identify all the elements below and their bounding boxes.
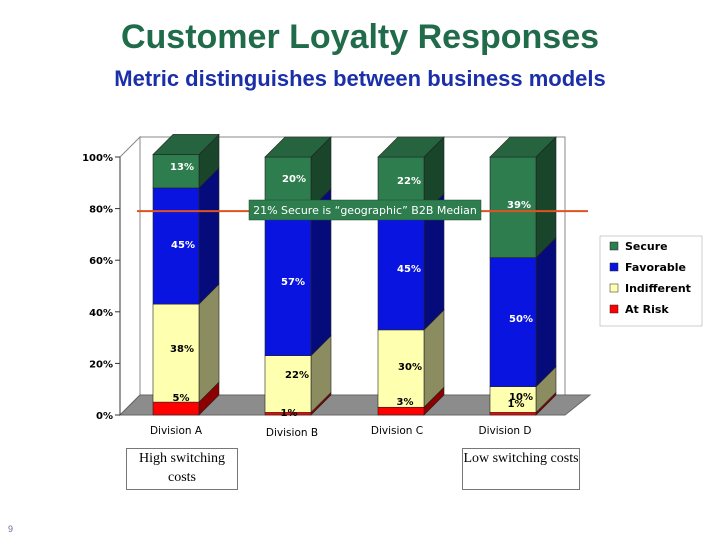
data-label: 39% bbox=[507, 200, 531, 211]
slide-title: Customer Loyalty Responses bbox=[120, 18, 600, 56]
category-label: Division C bbox=[371, 425, 423, 437]
data-label: 30% bbox=[398, 362, 422, 373]
data-label: 38% bbox=[170, 344, 194, 355]
median-label-box bbox=[248, 199, 482, 221]
bar-stack-division-b bbox=[264, 136, 332, 416]
high-switching-costs-note: High switching costs bbox=[126, 448, 238, 490]
bar-top bbox=[377, 136, 445, 158]
bar-segment bbox=[152, 401, 200, 416]
legend-swatch bbox=[609, 241, 619, 251]
median-label: 21% Secure is “geographic” B2B Median bbox=[253, 204, 477, 217]
y-tick-label: 100% bbox=[82, 153, 113, 164]
bar-side bbox=[535, 136, 557, 259]
bar-segment bbox=[152, 303, 200, 403]
data-label: 22% bbox=[397, 176, 421, 187]
data-label: 45% bbox=[397, 264, 421, 275]
bar-segment bbox=[489, 156, 537, 258]
bar-segment bbox=[377, 406, 425, 416]
data-label: 1% bbox=[508, 399, 525, 410]
data-label: 13% bbox=[170, 162, 194, 173]
y-tick-label: 20% bbox=[89, 359, 113, 370]
y-tick-label: 0% bbox=[96, 411, 113, 422]
legend-swatch bbox=[609, 283, 619, 293]
data-label: 1% bbox=[281, 408, 298, 419]
data-label: 3% bbox=[397, 397, 414, 408]
bar-segment bbox=[377, 329, 425, 408]
low-switching-costs-note: Low switching costs bbox=[462, 448, 580, 490]
legend-label: At Risk bbox=[625, 303, 669, 316]
chart-side-wall bbox=[119, 135, 141, 417]
data-label: 57% bbox=[281, 277, 305, 288]
legend-swatch bbox=[609, 304, 619, 314]
legend-label: Indifferent bbox=[625, 282, 691, 295]
data-label: 20% bbox=[282, 174, 306, 185]
data-label: 5% bbox=[173, 393, 190, 404]
slide-subtitle: Metric distinguishes between business mo… bbox=[114, 66, 606, 91]
data-label: 45% bbox=[171, 240, 195, 251]
category-label: Division D bbox=[478, 425, 531, 437]
bar-top bbox=[264, 136, 332, 158]
bar-stack-division-d bbox=[489, 136, 557, 416]
page-number: 9 bbox=[8, 524, 14, 534]
bar-top bbox=[152, 134, 220, 155]
legend-swatch bbox=[609, 262, 619, 272]
bar-stack-division-a bbox=[152, 133, 220, 416]
bar-segment bbox=[489, 257, 537, 387]
bar-segment bbox=[264, 208, 312, 356]
legend-label: Favorable bbox=[625, 261, 686, 274]
category-label: Division A bbox=[150, 425, 203, 437]
data-label: 10% bbox=[509, 392, 533, 403]
data-label: 50% bbox=[509, 314, 533, 325]
bar-side bbox=[198, 167, 220, 305]
y-tick-label: 80% bbox=[89, 205, 113, 216]
bar-side bbox=[535, 236, 557, 388]
bar-top bbox=[489, 136, 557, 158]
bar-stack-division-c bbox=[377, 136, 445, 416]
data-label: 22% bbox=[285, 370, 309, 381]
y-tick-label: 60% bbox=[89, 256, 113, 267]
category-label: Division B bbox=[266, 427, 318, 439]
bar-segment bbox=[489, 412, 537, 416]
bar-segment bbox=[264, 355, 312, 413]
legend-label: Secure bbox=[625, 240, 668, 253]
bar-segment bbox=[377, 213, 425, 331]
y-tick-label: 40% bbox=[89, 308, 113, 319]
bar-segment bbox=[152, 187, 200, 305]
bar-side bbox=[198, 283, 220, 403]
